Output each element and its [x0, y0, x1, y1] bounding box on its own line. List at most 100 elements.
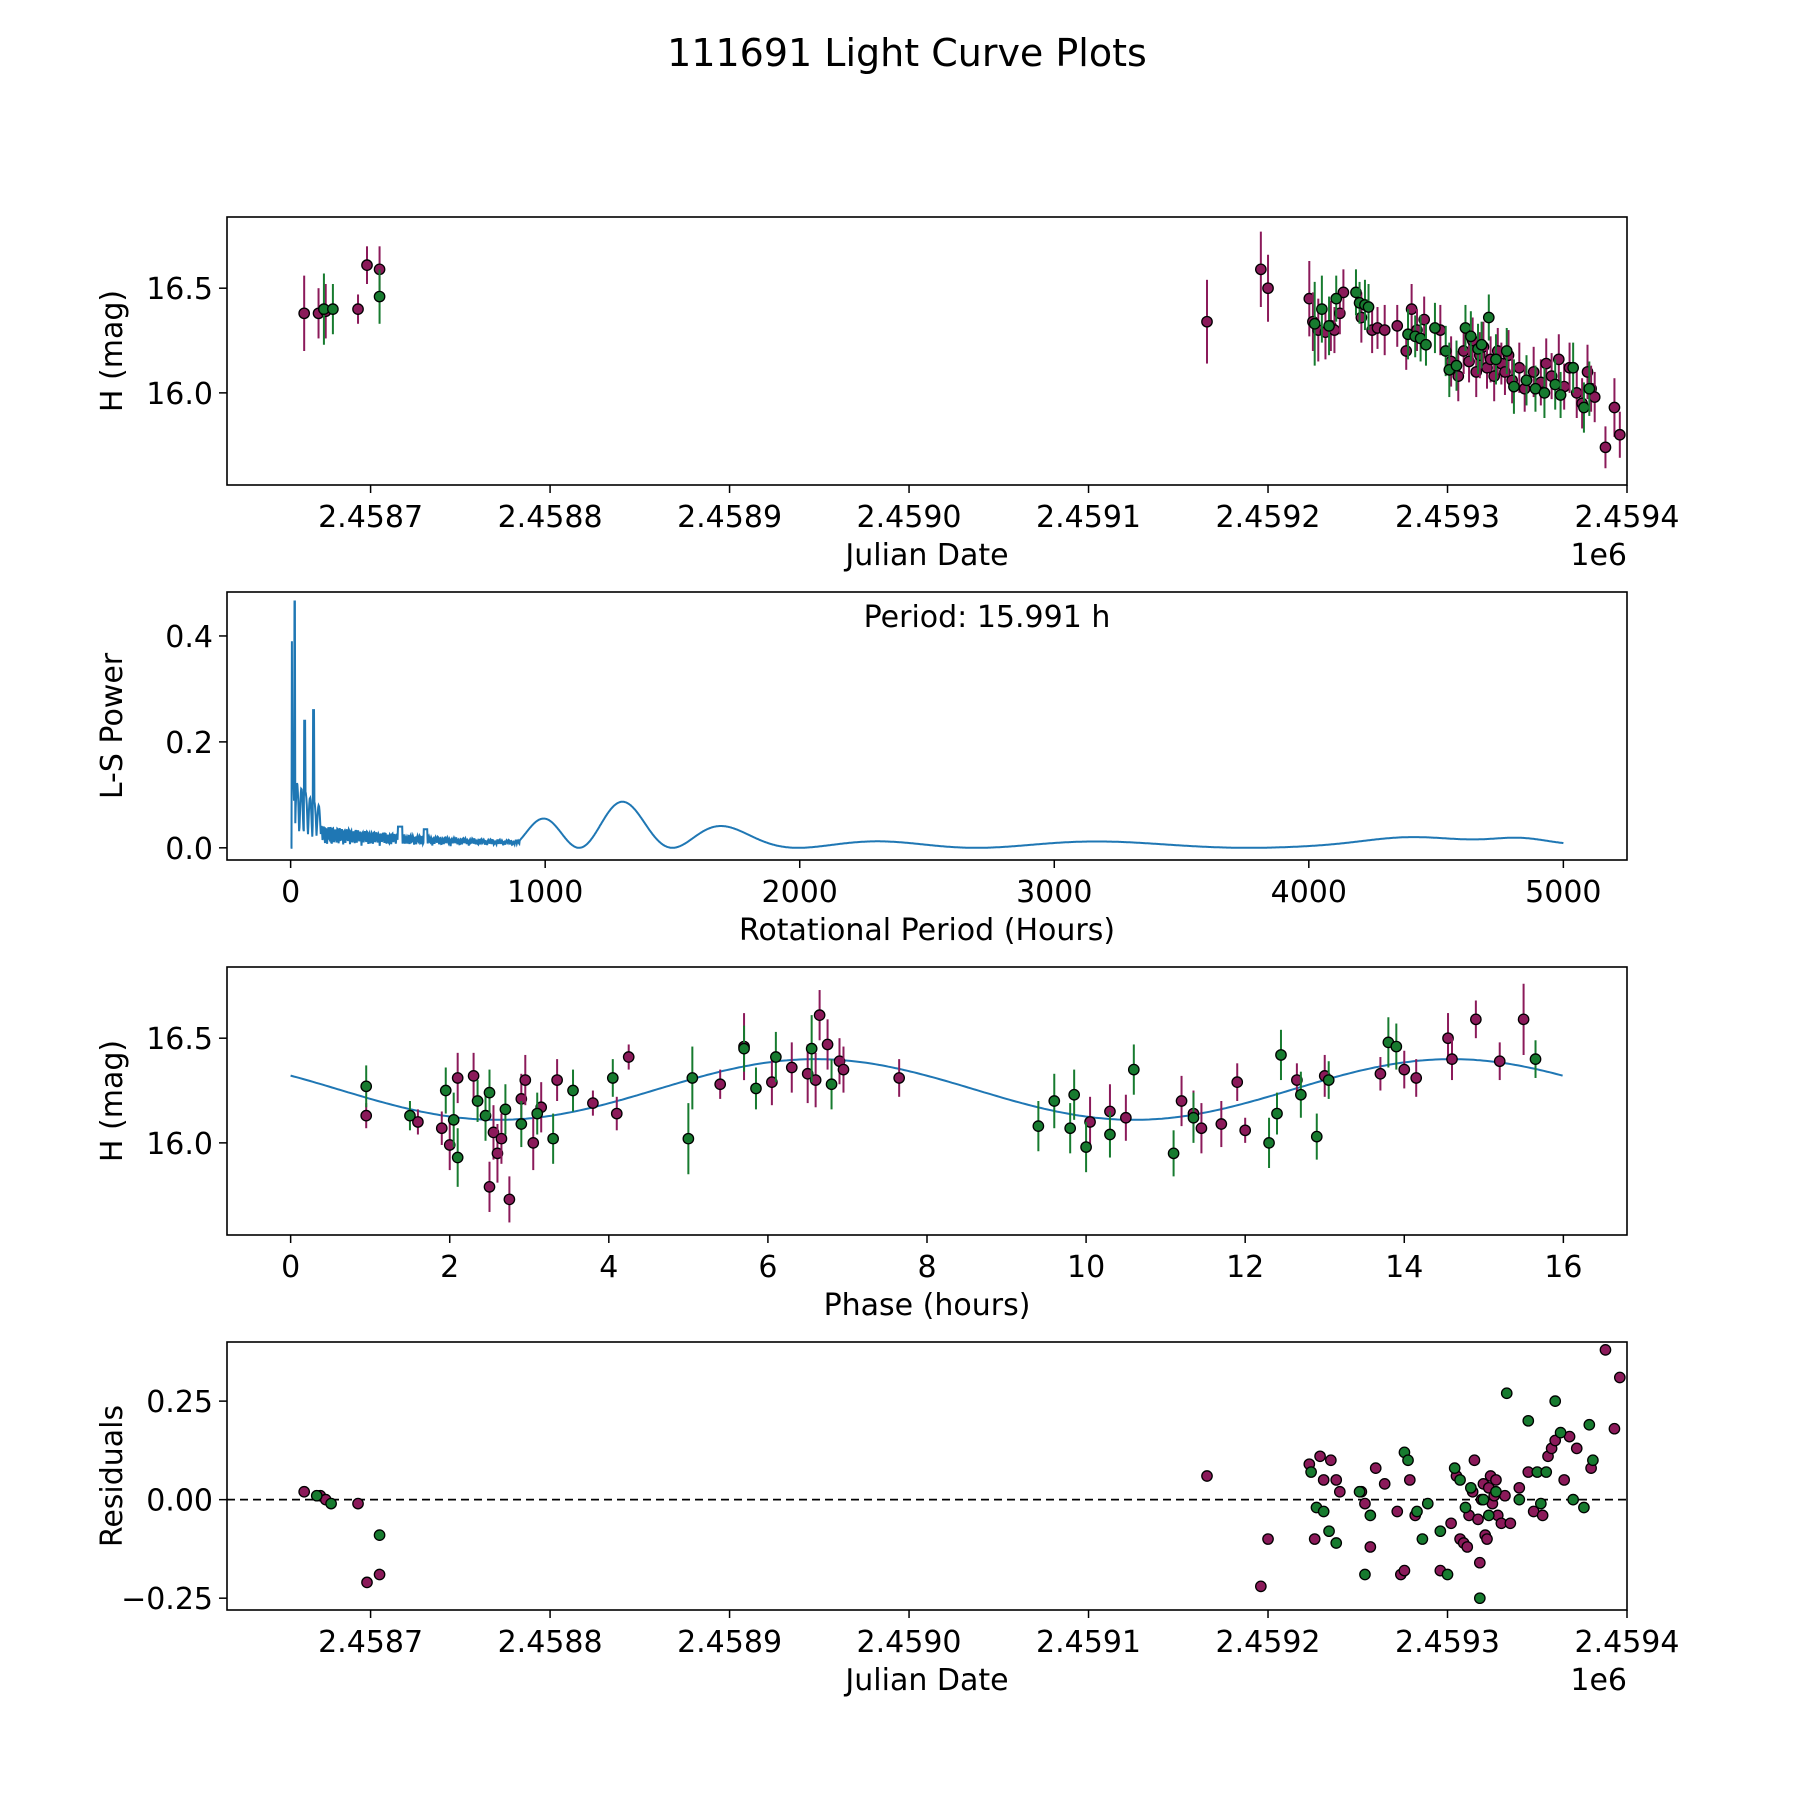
phased-data-point: [1529, 1053, 1542, 1065]
phased-data-point: [567, 1084, 579, 1097]
residuals-x-axis-label: Julian Date: [843, 1663, 1008, 1698]
phased-data-point: [622, 1051, 635, 1063]
phased-x-tick-label: 14: [1385, 1250, 1423, 1285]
phased-data-point: [1374, 1067, 1387, 1080]
residuals-data-point: [1473, 1592, 1486, 1605]
residuals-x-tick-label: 2.4590: [857, 1625, 962, 1660]
phased-data-point: [1127, 1063, 1140, 1076]
lightcurve-axes-frame: [226, 216, 1628, 486]
phased-data-point: [412, 1116, 424, 1128]
residuals-data-point: [1314, 1450, 1326, 1463]
lightcurve-data-point: [1608, 401, 1621, 414]
residuals-data-point: [1308, 1533, 1321, 1545]
residuals-y-tick-label: 0.00: [146, 1484, 213, 1519]
residuals-x-tick-label: 2.4587: [318, 1625, 423, 1660]
phased-y-ticks: 16.0 16.5: [146, 1022, 227, 1162]
phased-data-point: [1493, 1055, 1506, 1068]
residuals-data-point: [1402, 1454, 1414, 1467]
phased-x-axis-label: Phase (hours): [824, 1288, 1031, 1323]
phased-data-point: [837, 1063, 850, 1076]
lightcurve-data-point: [1323, 320, 1335, 332]
phased-data-point: [750, 1082, 762, 1095]
phased-data-point: [821, 1038, 834, 1051]
lightcurve-panel: 2.4587 2.4588 2.4589 2.4590 2.4591 2.4592 2.45…: [95, 216, 1679, 573]
phased-data-point: [1291, 1074, 1303, 1086]
phased-data-point: [1470, 1013, 1482, 1026]
lightcurve-x-offset-label: 1e6: [1570, 538, 1627, 573]
lightcurve-y-tick-label: 16.5: [146, 272, 213, 307]
residuals-data-point: [1262, 1533, 1274, 1545]
phased-data-point: [483, 1180, 496, 1193]
phased-data-point: [738, 1042, 750, 1055]
phased-y-axis-label: H (mag): [95, 1040, 130, 1162]
lightcurve-data-point: [361, 259, 373, 272]
phased-data-point: [1167, 1147, 1180, 1160]
residuals-data-point: [1305, 1466, 1317, 1478]
phased-data-point: [1442, 1032, 1454, 1045]
residuals-data-point: [1353, 1485, 1366, 1498]
phased-data-point: [785, 1061, 798, 1074]
periodogram-x-tick-label: 2000: [762, 875, 838, 910]
lightcurve-y-axis-label: H (mag): [95, 290, 130, 412]
phased-data-point: [503, 1193, 516, 1206]
lightcurve-data-point: [1578, 401, 1590, 414]
residuals-data-point: [310, 1489, 323, 1502]
phased-data-point: [610, 1107, 623, 1120]
residuals-data-point: [1500, 1387, 1513, 1400]
figure-title: 111691 Light Curve Plots: [667, 31, 1147, 75]
phased-data-point: [531, 1107, 544, 1120]
residuals-data-point: [1369, 1462, 1382, 1474]
residuals-data-point: [1317, 1505, 1330, 1518]
lightcurve-data-point: [1538, 387, 1551, 399]
periodogram-y-tick-label: 0.0: [165, 832, 213, 867]
phased-data-point: [1322, 1074, 1335, 1086]
phased-data-point: [714, 1078, 727, 1091]
phased-x-tick-label: 16: [1544, 1250, 1582, 1285]
lightcurve-data-point: [1513, 361, 1526, 374]
residuals-data-point: [1490, 1474, 1502, 1486]
lightcurve-data-point: [1378, 324, 1391, 336]
phased-x-ticks: 0 2 4 6 8 10 12 14 16: [281, 1235, 1582, 1285]
residuals-data-point: [1330, 1537, 1343, 1549]
phased-data-point: [1064, 1122, 1077, 1135]
residuals-data-point: [1411, 1505, 1423, 1518]
phased-data-point: [360, 1109, 373, 1122]
phased-data-point: [360, 1080, 373, 1093]
phased-data-point: [1275, 1049, 1287, 1061]
residuals-data-point: [1477, 1493, 1490, 1506]
residuals-data-point: [1461, 1541, 1474, 1553]
residuals-data-point: [1317, 1474, 1330, 1486]
residuals-data-point: [1513, 1481, 1526, 1494]
lightcurve-data-point: [1337, 286, 1350, 299]
lightcurve-data-point: [1599, 441, 1612, 454]
lightcurve-x-tick-label: 2.4591: [1036, 500, 1141, 535]
periodogram-x-tick-label: 4000: [1271, 875, 1347, 910]
phased-data-point: [1195, 1122, 1208, 1135]
lightcurve-data-point: [1549, 378, 1562, 391]
phased-data-point: [551, 1074, 563, 1086]
phased-data-point: [491, 1147, 504, 1160]
phased-x-tick-label: 4: [599, 1250, 618, 1285]
residuals-data-point: [1504, 1517, 1517, 1530]
phased-data-point: [1310, 1130, 1323, 1143]
residuals-x-tick-label: 2.4588: [498, 1625, 603, 1660]
periodogram-y-axis-label: L-S Power: [95, 652, 130, 799]
phased-data-point: [1398, 1063, 1411, 1076]
residuals-data-point: [1513, 1493, 1526, 1506]
periodogram-power-line: [290, 600, 1564, 849]
phased-data-point: [439, 1084, 452, 1097]
phased-x-tick-label: 12: [1226, 1250, 1264, 1285]
lightcurve-data-point: [1308, 317, 1321, 330]
residuals-data-point: [1416, 1533, 1429, 1545]
phased-data-point: [1084, 1116, 1096, 1128]
residuals-data-point: [1522, 1414, 1535, 1427]
residuals-data-point: [1554, 1426, 1567, 1439]
phased-data-point: [801, 1067, 814, 1080]
periodogram-panel: 0 1000 2000 3000 4000 5000 0.0 0.2 0.4 Rotation…: [95, 591, 1628, 948]
phased-data-point: [443, 1139, 456, 1151]
phased-data-point: [404, 1109, 416, 1122]
lightcurve-data-point: [1457, 345, 1470, 357]
residuals-data-point: [1324, 1454, 1337, 1467]
residuals-data-point: [1468, 1454, 1481, 1467]
